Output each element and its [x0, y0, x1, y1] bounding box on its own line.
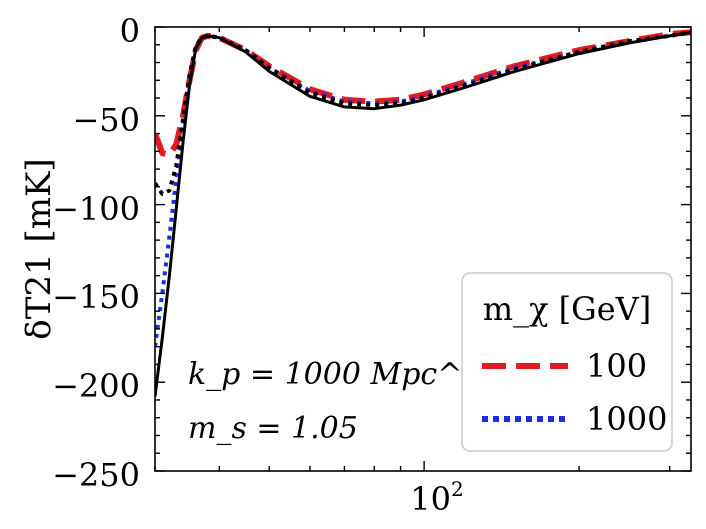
legend: m_χ [GeV] 100 1000: [461, 272, 673, 452]
y-tick-label-2: −100: [52, 190, 140, 228]
y-tick-label-0: 0: [120, 12, 140, 50]
y-tick-label-5: −250: [52, 456, 140, 494]
annotation-ms: m_s = 1.05: [188, 411, 358, 446]
legend-box: [461, 272, 673, 452]
legend-label-1000: 1000: [586, 400, 667, 438]
plot-frame: [154, 26, 692, 472]
series-line-100-dashed: [155, 29, 691, 158]
y-tick-label-3: −150: [52, 278, 140, 316]
tick-layer: [154, 26, 691, 472]
series-line-unlabeled-2-dotted: [155, 30, 691, 196]
annotation-kp: k_p = 1000 Mpc^-1: [188, 357, 492, 392]
x-tick-label-100: 102: [410, 477, 463, 518]
y-tick-label-4: −200: [52, 367, 140, 405]
y-tick-label-1: −50: [72, 101, 140, 139]
legend-title: m_χ [GeV]: [483, 290, 651, 328]
legend-label-100: 100: [586, 347, 647, 385]
series-line-unlabeled-3-solid: [155, 30, 691, 397]
series-layer: [155, 29, 691, 397]
y-tick-labels: 0 −50 −100 −150 −200 −250: [52, 12, 140, 494]
y-axis-title: δT21 [mK]: [19, 158, 59, 339]
